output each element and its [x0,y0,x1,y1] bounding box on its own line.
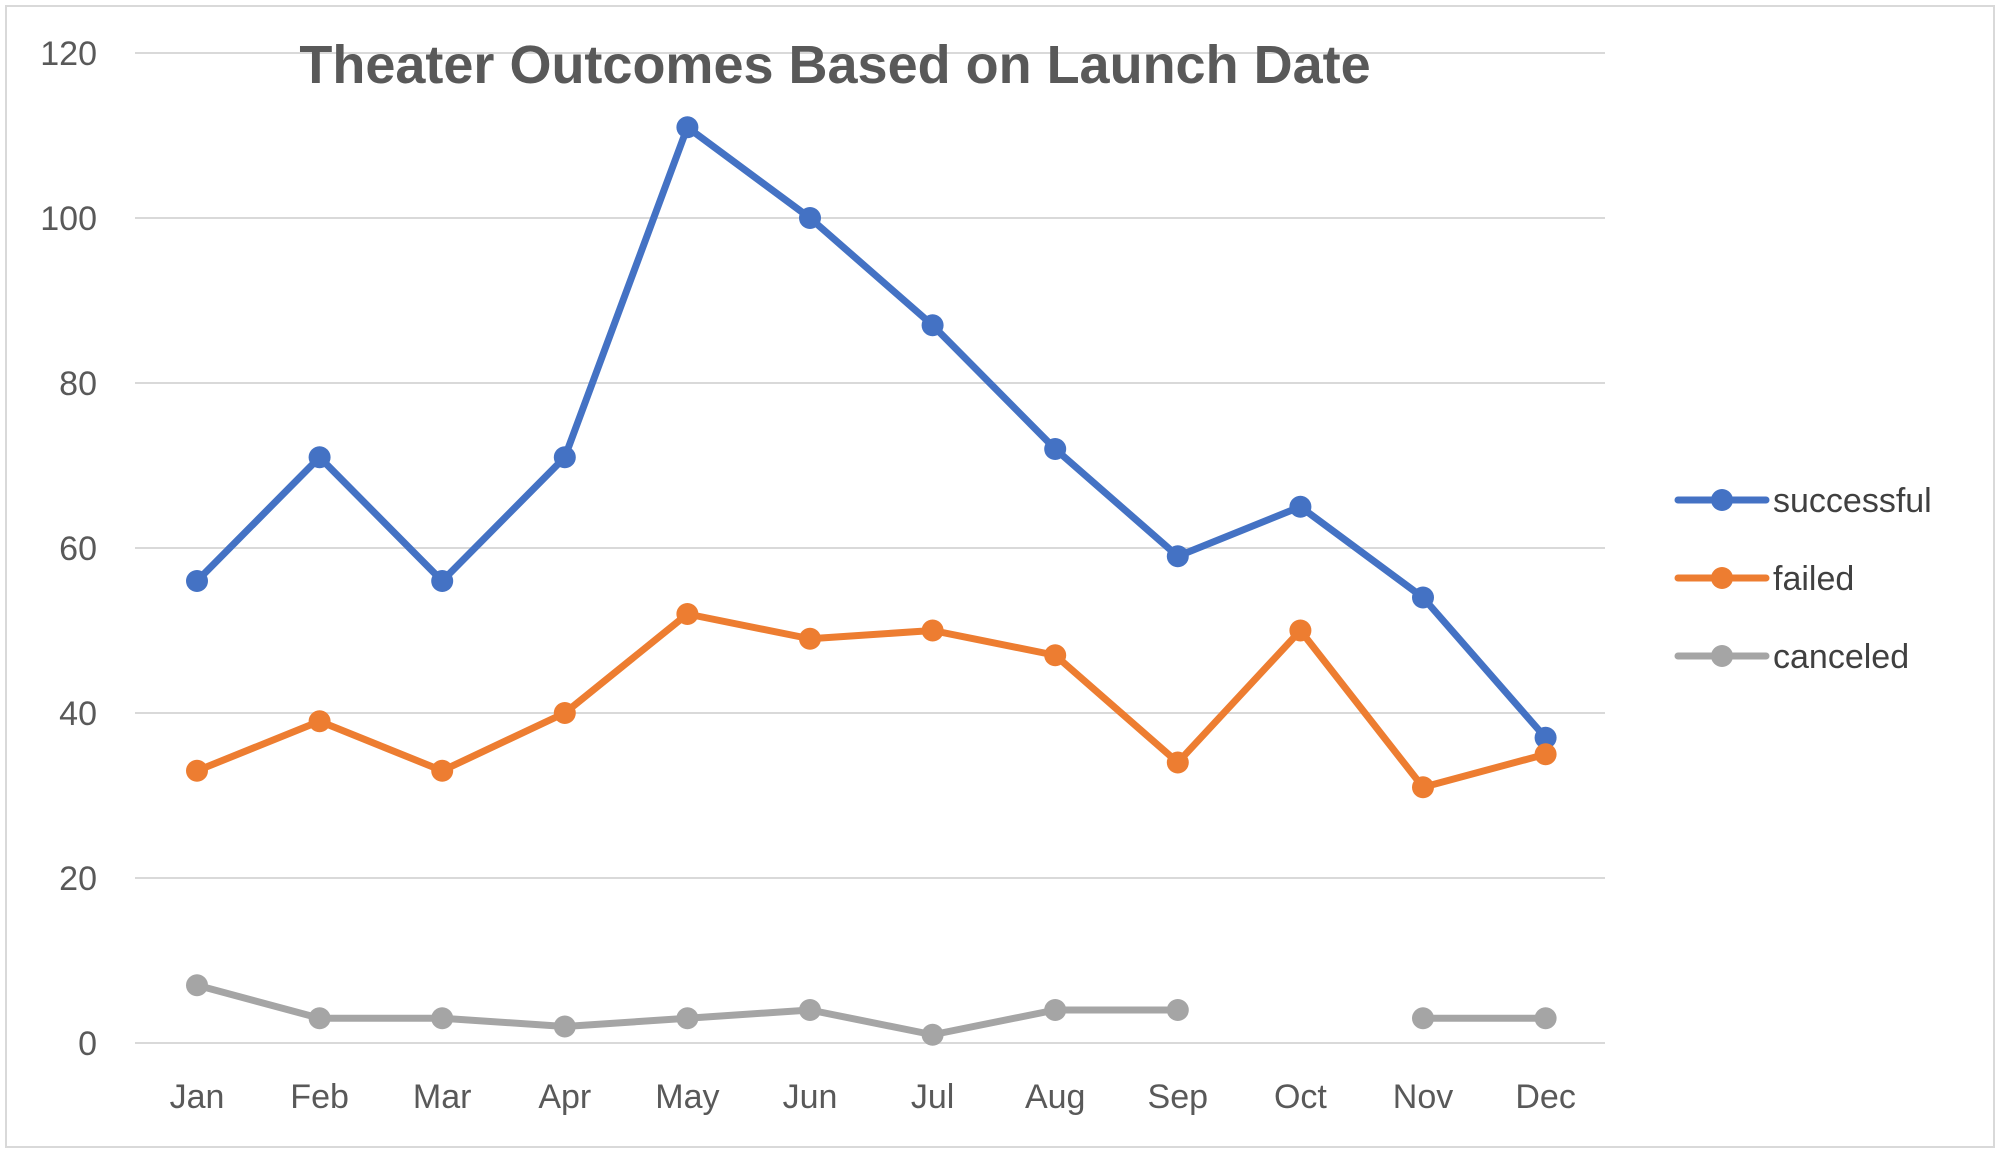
data-point-failed-aug [1044,644,1067,667]
legend-marker-failed [1711,567,1733,589]
data-point-successful-nov [1412,586,1434,609]
data-point-failed-oct [1289,619,1312,642]
gridlines [135,52,1605,1044]
series-canceled [186,974,1557,1046]
x-tick-label: Jul [911,1078,954,1116]
x-tick-label: Dec [1515,1078,1575,1116]
series-successful [186,116,1557,749]
x-tick-label: Jun [783,1078,838,1116]
data-point-successful-oct [1289,495,1312,518]
data-point-canceled-jul [921,1023,944,1046]
legend-item-successful: successful [1674,482,1932,520]
data-point-canceled-mar [431,1007,454,1030]
data-point-successful-jul [921,314,944,337]
x-axis: Jan Feb Mar Apr May Jun Jul Aug Sep Oct Nov Dec [170,1078,1576,1116]
data-point-failed-nov [1412,776,1434,799]
data-point-failed-mar [431,759,454,782]
data-point-successful-feb [308,446,331,469]
data-point-failed-apr [553,702,576,724]
data-point-failed-jun [799,627,821,650]
y-tick-label: 40 [59,695,97,733]
series-line-successful [193,123,1550,742]
data-point-successful-jun [799,207,821,229]
data-point-canceled-apr [553,1015,576,1038]
data-point-successful-jan [186,570,208,592]
legend-item-failed: failed [1674,560,1854,598]
chart-area [5,5,1995,1148]
legend-item-canceled: canceled [1674,638,1909,676]
x-tick-label: Aug [1025,1078,1086,1116]
y-tick-label: 80 [59,365,97,403]
data-point-successful-aug [1044,438,1067,460]
x-tick-label: Nov [1393,1078,1453,1116]
data-point-successful-mar [431,570,454,592]
x-tick-label: Sep [1148,1078,1209,1116]
y-tick-label: 100 [40,200,97,238]
data-point-failed-feb [308,710,331,733]
data-point-successful-sep [1166,545,1189,568]
x-tick-label: Apr [538,1078,591,1116]
x-tick-label: Oct [1274,1078,1327,1116]
plot-area [186,116,1557,1046]
data-point-successful-apr [553,446,576,469]
data-point-successful-dec [1534,726,1557,749]
data-point-canceled-aug [1044,999,1067,1021]
y-axis: 0 20 40 60 80 100 120 [40,35,97,1063]
data-point-failed-may [676,603,699,625]
data-point-failed-dec [1534,743,1557,766]
legend-label-failed: failed [1773,560,1854,598]
data-point-canceled-feb [308,1007,331,1030]
legend-marker-successful [1711,489,1733,511]
data-point-canceled-may [676,1007,699,1030]
series-failed [186,603,1557,799]
data-point-failed-sep [1166,751,1189,774]
data-point-canceled-jan [186,974,208,997]
x-tick-label: Mar [413,1078,472,1116]
data-point-failed-jan [186,759,208,782]
x-tick-label: May [655,1078,719,1116]
legend-label-canceled: canceled [1773,638,1909,676]
data-point-canceled-nov [1412,1007,1434,1030]
chart-title: Theater Outcomes Based on Launch Date [299,35,1370,95]
legend-label-successful: successful [1773,482,1932,520]
data-point-canceled-sep [1166,999,1189,1021]
legend-marker-canceled [1711,645,1733,667]
data-point-successful-may [676,116,699,139]
data-point-canceled-dec [1534,1007,1557,1030]
data-point-canceled-jun [799,999,821,1021]
legend: successful failed canceled [1674,482,1932,676]
series-line-failed [193,610,1550,791]
y-tick-label: 0 [78,1025,97,1063]
x-tick-label: Jan [170,1078,225,1116]
y-tick-label: 120 [40,35,97,73]
x-tick-label: Feb [290,1078,349,1116]
y-tick-label: 20 [59,860,97,898]
y-tick-label: 60 [59,530,97,568]
data-point-failed-jul [921,619,944,642]
